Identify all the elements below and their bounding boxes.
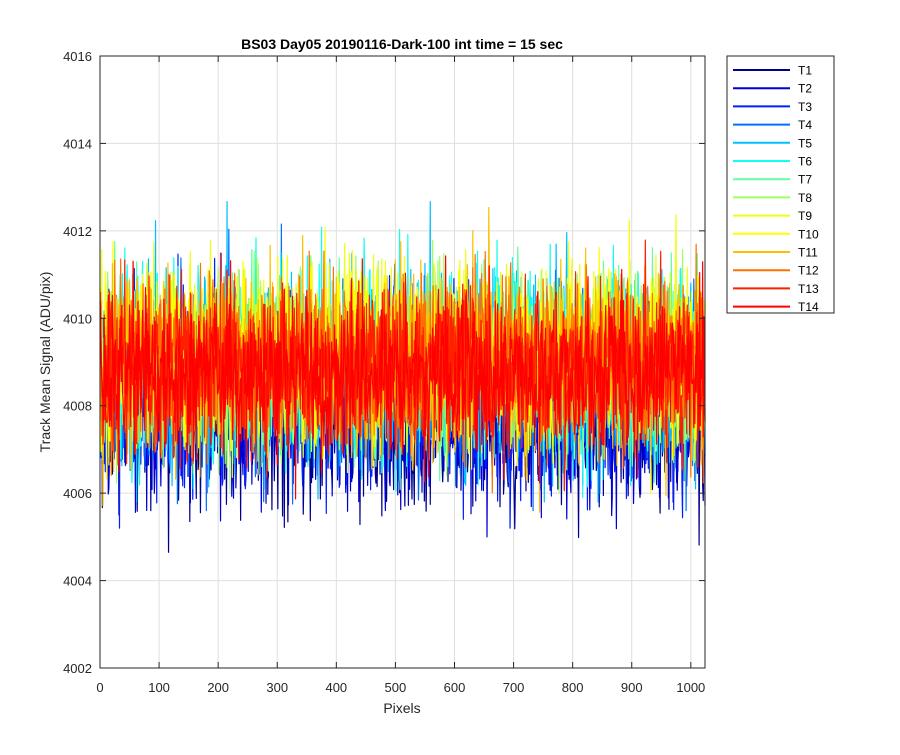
y-tick-label: 4012 bbox=[63, 224, 92, 239]
legend-label-t6: T6 bbox=[798, 155, 812, 169]
series-layer bbox=[99, 200, 706, 553]
y-tick-label: 4006 bbox=[63, 486, 92, 501]
y-tick-label: 4002 bbox=[63, 661, 92, 676]
legend-label-t11: T11 bbox=[798, 246, 818, 260]
x-tick-label: 600 bbox=[444, 680, 466, 695]
legend-label-t1: T1 bbox=[798, 64, 812, 78]
legend-label-t8: T8 bbox=[798, 191, 812, 205]
legend-label-t9: T9 bbox=[798, 209, 812, 223]
x-tick-label: 200 bbox=[207, 680, 229, 695]
legend-label-t10: T10 bbox=[798, 227, 819, 241]
series-line-t14 bbox=[99, 255, 706, 500]
y-tick-label: 4008 bbox=[63, 399, 92, 414]
x-tick-label: 700 bbox=[503, 680, 525, 695]
x-tick-label: 1000 bbox=[676, 680, 705, 695]
legend-label-t3: T3 bbox=[798, 100, 812, 114]
y-tick-label: 4016 bbox=[63, 49, 92, 64]
legend-label-t7: T7 bbox=[798, 173, 812, 187]
chart-title: BS03 Day05 20190116-Dark-100 int time = … bbox=[241, 36, 563, 52]
legend-label-t13: T13 bbox=[798, 282, 819, 296]
y-tick-label: 4010 bbox=[63, 311, 92, 326]
legend-label-t5: T5 bbox=[798, 136, 812, 150]
ticks: 0 100 200 300 400 500 600 700 800 900 1000 4002 4004… bbox=[63, 49, 705, 695]
x-tick-label: 100 bbox=[148, 680, 170, 695]
legend-label-t14: T14 bbox=[798, 300, 819, 314]
x-tick-label: 0 bbox=[96, 680, 103, 695]
x-axis-label: Pixels bbox=[383, 700, 420, 716]
x-tick-label: 500 bbox=[385, 680, 407, 695]
legend-label-t2: T2 bbox=[798, 82, 812, 96]
legend-label-t12: T12 bbox=[798, 264, 819, 278]
y-tick-label: 4014 bbox=[63, 136, 92, 151]
y-tick-label: 4004 bbox=[63, 574, 92, 589]
legend-label-t4: T4 bbox=[798, 118, 812, 132]
legend: T1 T2 T3 T4 T5 T6 T7 T8 T9 T10 T11 T12 T13 T14 bbox=[726, 55, 835, 314]
axes-box bbox=[99, 55, 706, 669]
y-axis-label: Track Mean Signal (ADU/pix) bbox=[37, 272, 53, 453]
x-tick-label: 900 bbox=[621, 680, 643, 695]
x-tick-label: 800 bbox=[562, 680, 584, 695]
legend-items: T1 T2 T3 T4 T5 T6 T7 T8 T9 T10 T11 T12 T13 T14 bbox=[733, 64, 819, 314]
x-tick-label: 300 bbox=[266, 680, 288, 695]
x-tick-label: 400 bbox=[325, 680, 347, 695]
